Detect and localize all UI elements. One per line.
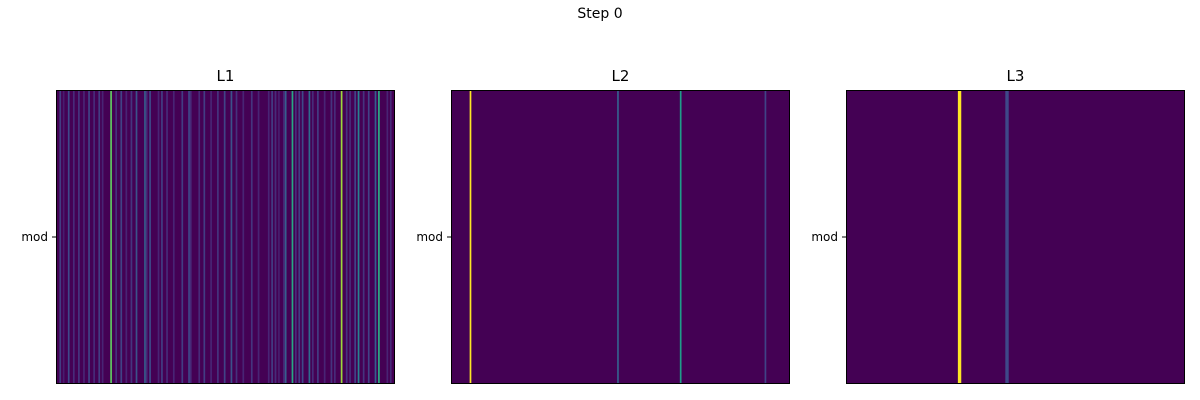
panel-1-cell-25 <box>189 90 192 384</box>
panel-1-cell-43 <box>295 90 297 384</box>
panel-1-cell-59 <box>374 90 377 384</box>
panel-1-cell-0 <box>59 90 62 384</box>
panel-1-cell-32 <box>235 90 238 384</box>
panel-1-cell-48 <box>317 90 319 384</box>
panel-1-cell-53 <box>345 90 348 384</box>
panel-2-ytick-label: mod <box>416 230 443 244</box>
panel-1-cell-10 <box>110 90 112 384</box>
panel-1-cell-27 <box>203 90 206 384</box>
panel-3-ytick-label: mod <box>811 230 838 244</box>
panel-1-cell-42 <box>291 90 294 384</box>
panel-1-cell-38 <box>274 90 277 384</box>
figure-suptitle: Step 0 <box>577 6 623 22</box>
panel-1-cell-39 <box>278 90 280 384</box>
panel-2-axes-frame <box>451 90 790 384</box>
panel-2-cell-3 <box>764 90 767 384</box>
panel-1-cell-14 <box>130 90 133 384</box>
panel-1-cell-36 <box>267 90 270 384</box>
panel-1-cell-11 <box>115 90 118 384</box>
panel-1-cell-44 <box>298 90 301 384</box>
panel-1-cell-33 <box>242 90 245 384</box>
panel-1-cell-34 <box>250 90 253 384</box>
panel-2-cell-1 <box>617 90 619 384</box>
panel-1-cell-54 <box>349 90 351 384</box>
panel-1-cell-35 <box>257 90 260 384</box>
panel-1-cell-9 <box>101 90 104 384</box>
panel-1-cell-47 <box>311 90 314 384</box>
panel-1-cell-61 <box>386 90 389 384</box>
panel-1-cell-46 <box>308 90 311 384</box>
panel-1-cell-3 <box>72 90 75 384</box>
panel-1-cell-5 <box>83 90 85 384</box>
panel-1-axes-frame <box>56 90 395 384</box>
panel-3-axes-frame <box>846 90 1185 384</box>
panel-1-cell-30 <box>223 90 226 384</box>
panel-1-cell-17 <box>145 90 148 384</box>
panel-1-cell-58 <box>367 90 370 384</box>
panel-1-cell-56 <box>357 90 360 384</box>
panel-1-cell-7 <box>93 90 95 384</box>
panel-1-cell-23 <box>181 90 184 384</box>
panel-1-cell-57 <box>362 90 365 384</box>
panel-1-cell-28 <box>210 90 212 384</box>
panel-1-cell-45 <box>301 90 304 384</box>
panel-2-title: L2 <box>612 67 630 85</box>
panel-1-cell-29 <box>217 90 219 384</box>
panel-1-cell-24 <box>188 90 190 384</box>
panel-1-cell-16 <box>144 90 146 384</box>
panel-1-cell-8 <box>98 90 101 384</box>
panel-3-title: L3 <box>1007 67 1025 85</box>
panel-1-cell-18 <box>149 90 151 384</box>
panel-1-cell-6 <box>88 90 90 384</box>
panel-1-cell-19 <box>157 90 160 384</box>
panel-1-cell-50 <box>330 90 333 384</box>
panel-2-cell-2 <box>679 90 682 384</box>
panel-1-cell-13 <box>125 90 128 384</box>
panel-1-cell-31 <box>230 90 233 384</box>
panel-1-cell-26 <box>198 90 201 384</box>
panel-1-cell-20 <box>161 90 163 384</box>
panel-1-cell-49 <box>323 90 326 384</box>
panel-1-cell-1 <box>62 90 65 384</box>
panel-2-heatmap-background <box>451 90 790 384</box>
panel-3-cell-1 <box>1005 90 1009 384</box>
panel-1-cell-12 <box>120 90 123 384</box>
panel-1-cell-60 <box>378 90 380 384</box>
panel-3-heatmap-background <box>846 90 1185 384</box>
panel-1-cell-37 <box>271 90 273 384</box>
panel-1-title: L1 <box>217 67 235 85</box>
panel-1-cell-41 <box>284 90 287 384</box>
panel-1-cell-21 <box>166 90 168 384</box>
panel-1-cell-55 <box>354 90 357 384</box>
panel-1-cell-51 <box>333 90 336 384</box>
panel-1-cell-40 <box>283 90 285 384</box>
panel-3-cell-0 <box>957 90 962 384</box>
panel-1-cell-2 <box>67 90 70 384</box>
panel-1-cell-22 <box>172 90 175 384</box>
panel-1-cell-4 <box>78 90 80 384</box>
panel-1-cell-52 <box>340 90 343 384</box>
panel-2-cell-0 <box>469 90 472 384</box>
panel-1-cell-62 <box>389 90 392 384</box>
panel-1-cell-15 <box>135 90 138 384</box>
panel-1-ytick-label: mod <box>21 230 48 244</box>
